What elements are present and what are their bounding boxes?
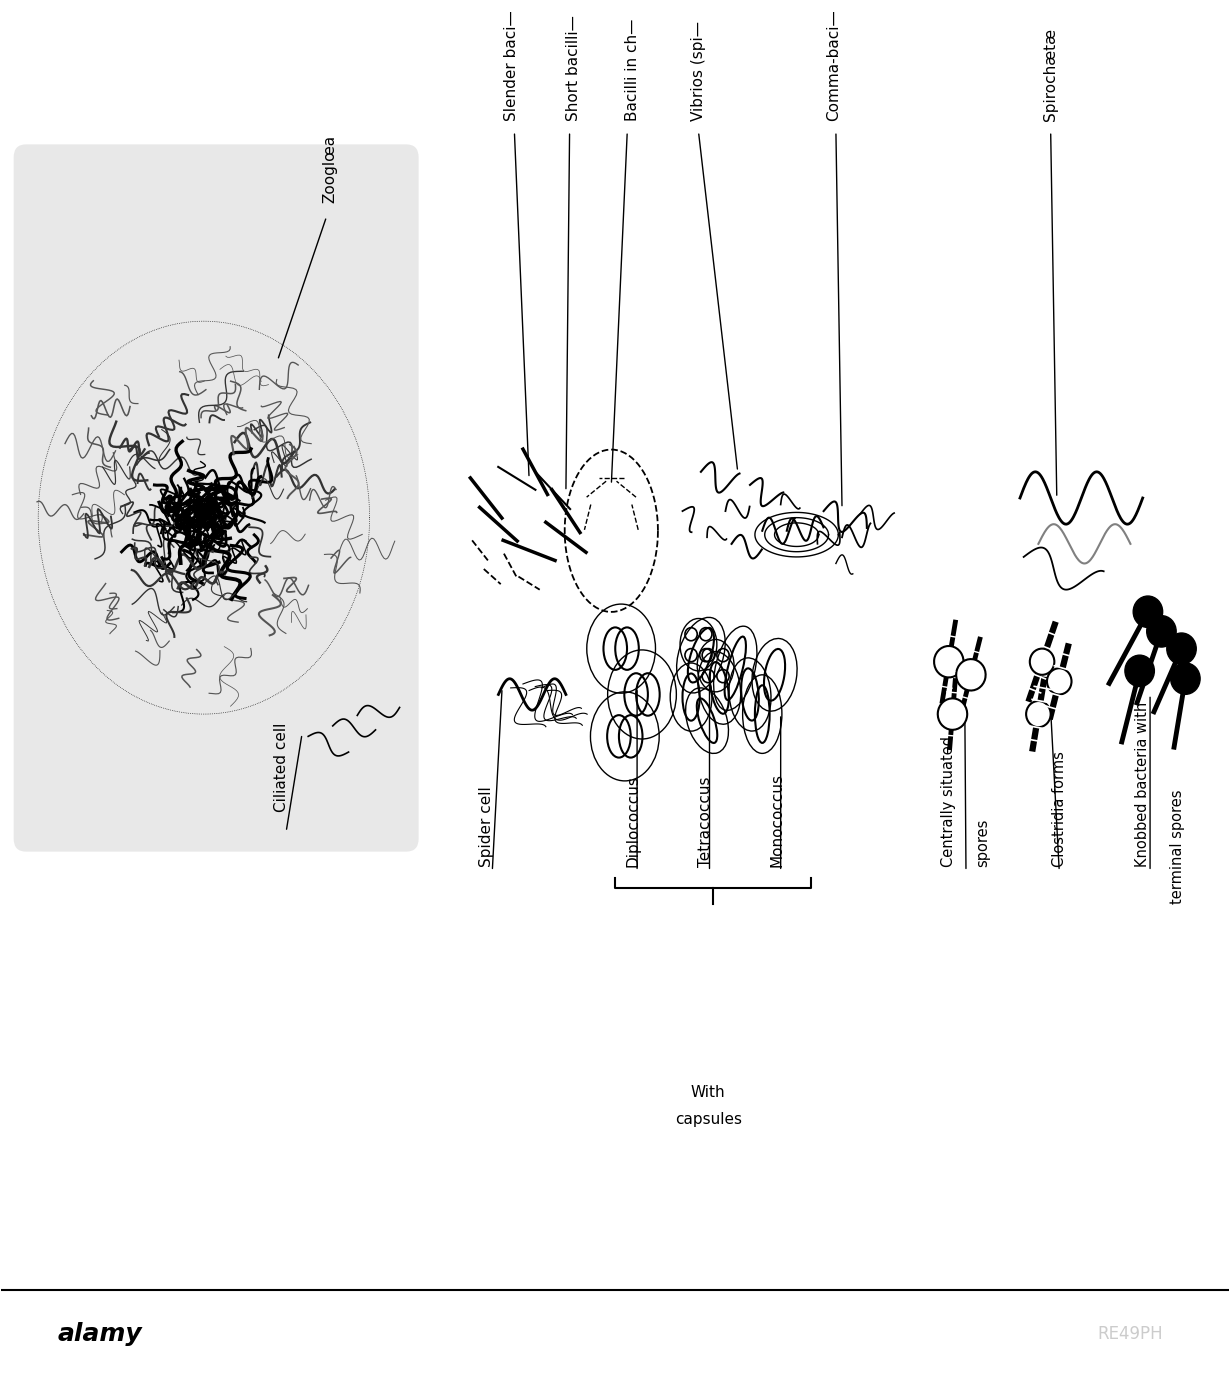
- Text: spores: spores: [975, 819, 990, 867]
- Text: Centrally situated: Centrally situated: [941, 737, 956, 867]
- Text: Bacilli in ch—: Bacilli in ch—: [625, 18, 640, 121]
- Ellipse shape: [1030, 649, 1054, 674]
- Text: Ciliated cell: Ciliated cell: [274, 723, 289, 812]
- Circle shape: [1146, 616, 1176, 648]
- Ellipse shape: [1026, 701, 1050, 727]
- Text: Spirochætæ: Spirochætæ: [1043, 28, 1058, 121]
- Text: Slender baci—: Slender baci—: [504, 10, 519, 121]
- Text: Tetracoccus: Tetracoccus: [699, 777, 713, 867]
- Text: Clostridia forms: Clostridia forms: [1052, 752, 1066, 867]
- Text: RE49PH: RE49PH: [1097, 1325, 1164, 1343]
- Text: With: With: [691, 1086, 726, 1101]
- Circle shape: [1167, 632, 1197, 664]
- Circle shape: [1171, 663, 1200, 695]
- Text: Spider cell: Spider cell: [478, 787, 493, 867]
- Ellipse shape: [956, 659, 985, 691]
- Circle shape: [1133, 596, 1162, 627]
- Text: Knobbed bacteria with: Knobbed bacteria with: [1135, 702, 1150, 867]
- Text: Short bacilli—: Short bacilli—: [566, 15, 581, 121]
- Text: Zooglœa: Zooglœa: [322, 135, 338, 203]
- Ellipse shape: [937, 698, 967, 730]
- Ellipse shape: [934, 646, 963, 677]
- Text: terminal spores: terminal spores: [1170, 790, 1184, 904]
- Text: Comma-baci—: Comma-baci—: [827, 10, 841, 121]
- Ellipse shape: [1047, 669, 1071, 695]
- Text: Monococcus: Monococcus: [770, 773, 785, 867]
- FancyBboxPatch shape: [14, 145, 418, 852]
- Text: alamy: alamy: [58, 1322, 141, 1346]
- Circle shape: [1125, 655, 1155, 687]
- Text: Vibrios (spi—: Vibrios (spi—: [691, 21, 706, 121]
- Text: Diplococcus: Diplococcus: [626, 776, 641, 867]
- Text: capsules: capsules: [675, 1112, 742, 1127]
